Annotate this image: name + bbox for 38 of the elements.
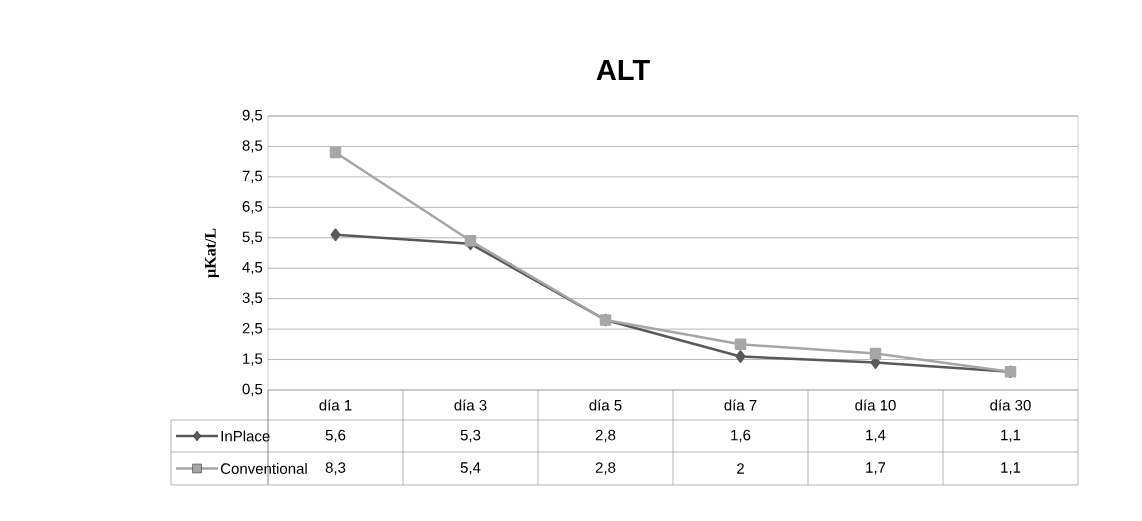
x-tick-label: día 5	[589, 399, 622, 411]
data-label: 2,8	[595, 462, 616, 475]
legend-label: InPlace	[221, 430, 270, 442]
data-label: 1,6	[731, 429, 751, 443]
data-label: 2	[737, 463, 744, 474]
y-tick-label: 5,5	[242, 231, 263, 244]
x-tick-label: día 30	[990, 399, 1031, 411]
point	[734, 338, 747, 351]
data-label: 5,6	[325, 429, 346, 443]
point	[735, 350, 746, 363]
point	[330, 228, 341, 241]
x-tick-label: día 1	[319, 399, 352, 411]
data-label: 1,1	[1001, 429, 1021, 443]
y-tick-label: 7,5	[242, 170, 263, 183]
data-label: 2,8	[595, 429, 616, 443]
y-tick-label: 8,5	[242, 140, 263, 153]
y-tick-label: 6,5	[242, 201, 263, 214]
x-tick-label: día 7	[724, 399, 757, 411]
y-tick-label: 2,5	[242, 322, 263, 336]
chart-title: ALT	[596, 60, 650, 80]
x-tick-label: día 3	[454, 399, 487, 411]
data-label: 5,4	[460, 462, 481, 475]
y-tick-label: 1,5	[243, 353, 263, 366]
data-label: 5,3	[460, 429, 481, 443]
legend-label: Conventional	[220, 462, 307, 474]
data-label: 8,3	[325, 462, 346, 475]
y-tick-label: 3,5	[242, 292, 263, 305]
data-label: 1,1	[1001, 462, 1021, 475]
y-axis-title: µKat/L	[205, 228, 219, 278]
data-label: 1,4	[866, 429, 886, 443]
y-tick-label: 4,5	[242, 262, 263, 275]
point	[329, 146, 342, 159]
y-tick-label: 0,5	[242, 383, 263, 397]
x-tick-label: día 10	[855, 399, 896, 411]
y-tick-label: 9,5	[242, 109, 263, 123]
point	[869, 347, 882, 360]
data-label: 1,7	[866, 462, 886, 475]
point	[464, 235, 477, 247]
